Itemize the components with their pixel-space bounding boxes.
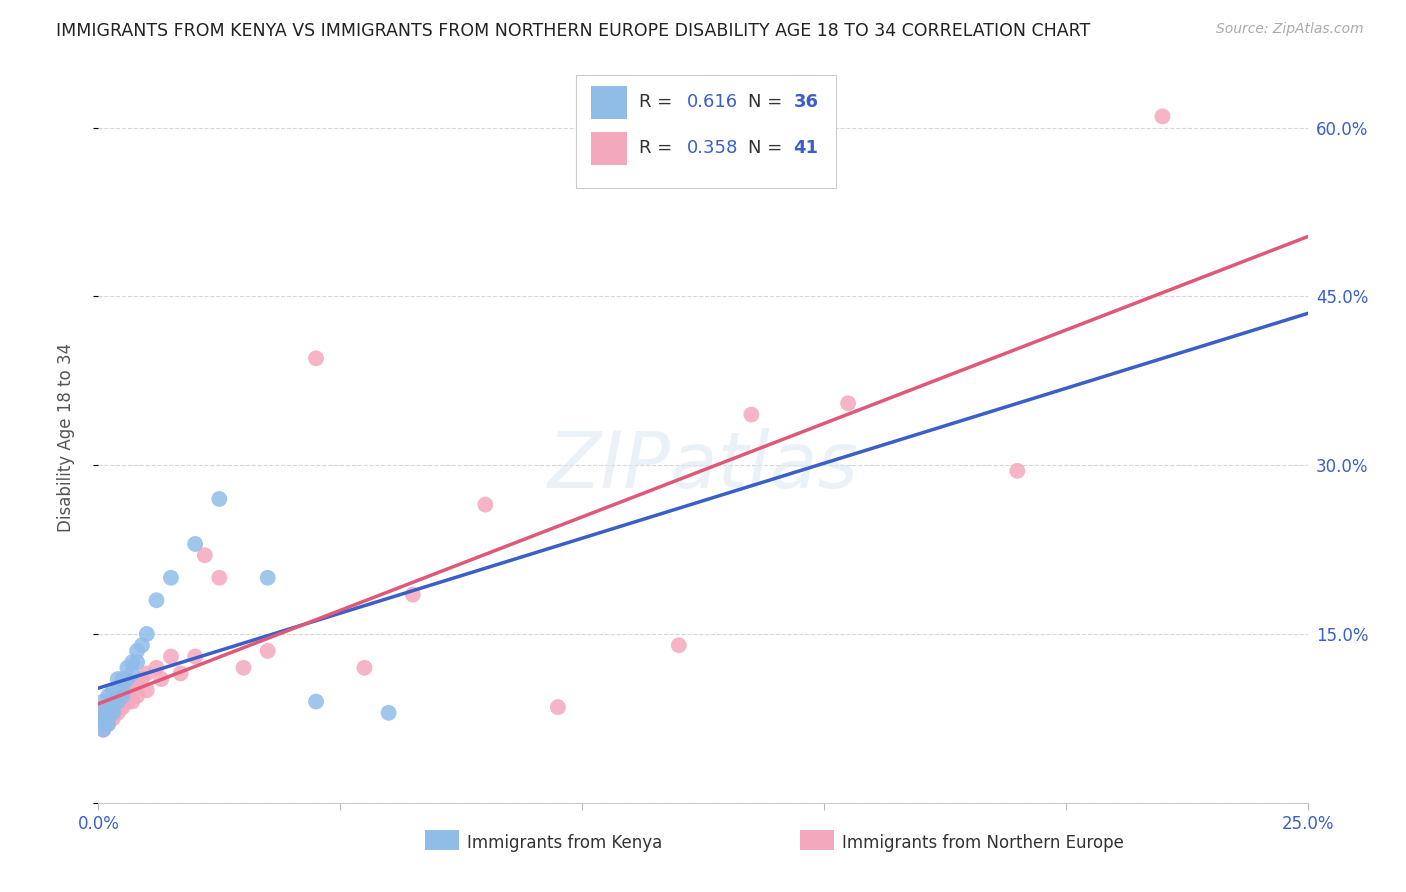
Point — [232, 661, 254, 675]
Point — [91, 717, 114, 731]
Bar — [576, 75, 837, 188]
Point — [135, 683, 157, 698]
Point — [184, 649, 207, 664]
Point — [101, 706, 124, 720]
Point — [91, 694, 114, 708]
Text: IMMIGRANTS FROM KENYA VS IMMIGRANTS FROM NORTHERN EUROPE DISABILITY AGE 18 TO 34: IMMIGRANTS FROM KENYA VS IMMIGRANTS FROM… — [56, 22, 1091, 40]
Point — [121, 694, 143, 708]
Text: 0.358: 0.358 — [688, 139, 738, 157]
Text: R =: R = — [638, 93, 678, 112]
Bar — [591, 132, 627, 165]
Point — [1152, 109, 1174, 123]
Point — [160, 649, 183, 664]
Point — [97, 700, 120, 714]
Point — [194, 548, 217, 562]
Point — [547, 700, 569, 714]
Point — [402, 588, 425, 602]
Point — [121, 683, 143, 698]
Point — [1007, 464, 1029, 478]
Point — [91, 711, 114, 725]
Point — [107, 694, 129, 708]
Bar — [425, 830, 458, 850]
Point — [740, 408, 762, 422]
Bar — [591, 86, 627, 119]
Point — [121, 655, 143, 669]
Point — [135, 627, 157, 641]
Point — [131, 638, 153, 652]
Point — [145, 661, 167, 675]
Point — [668, 638, 690, 652]
Text: 36: 36 — [794, 93, 818, 112]
Point — [117, 661, 139, 675]
Point — [256, 571, 278, 585]
Point — [91, 706, 114, 720]
Point — [101, 700, 124, 714]
Point — [97, 689, 120, 703]
Point — [353, 661, 375, 675]
Point — [160, 571, 183, 585]
Point — [208, 571, 231, 585]
Point — [305, 351, 328, 366]
Point — [127, 689, 149, 703]
Point — [97, 711, 120, 725]
Text: R =: R = — [638, 139, 678, 157]
Y-axis label: Disability Age 18 to 34: Disability Age 18 to 34 — [56, 343, 75, 532]
Point — [101, 683, 124, 698]
Point — [169, 666, 191, 681]
Point — [150, 672, 173, 686]
Point — [107, 683, 129, 698]
Point — [101, 706, 124, 720]
Point — [111, 672, 134, 686]
Point — [837, 396, 859, 410]
Text: 0.616: 0.616 — [688, 93, 738, 112]
Text: Immigrants from Kenya: Immigrants from Kenya — [467, 834, 662, 852]
Point — [107, 706, 129, 720]
Point — [305, 694, 328, 708]
Point — [101, 694, 124, 708]
Point — [97, 711, 120, 725]
Point — [377, 706, 399, 720]
Point — [91, 711, 114, 725]
Point — [117, 683, 139, 698]
Point — [97, 717, 120, 731]
Point — [474, 498, 496, 512]
Point — [111, 689, 134, 703]
Point — [91, 723, 114, 737]
Point — [117, 672, 139, 686]
Point — [101, 711, 124, 725]
Point — [127, 678, 149, 692]
Point — [111, 689, 134, 703]
Point — [111, 683, 134, 698]
Point — [131, 672, 153, 686]
Point — [97, 717, 120, 731]
Point — [135, 666, 157, 681]
Text: ZIPatlas: ZIPatlas — [547, 428, 859, 504]
Point — [145, 593, 167, 607]
Point — [101, 694, 124, 708]
Point — [184, 537, 207, 551]
Bar — [800, 830, 834, 850]
Point — [127, 644, 149, 658]
Text: Source: ZipAtlas.com: Source: ZipAtlas.com — [1216, 22, 1364, 37]
Point — [127, 655, 149, 669]
Point — [107, 689, 129, 703]
Text: N =: N = — [748, 93, 787, 112]
Text: Immigrants from Northern Europe: Immigrants from Northern Europe — [842, 834, 1123, 852]
Point — [107, 672, 129, 686]
Point — [97, 706, 120, 720]
Point — [91, 706, 114, 720]
Point — [111, 700, 134, 714]
Text: 41: 41 — [794, 139, 818, 157]
Point — [256, 644, 278, 658]
Point — [121, 666, 143, 681]
Point — [107, 694, 129, 708]
Text: N =: N = — [748, 139, 787, 157]
Point — [91, 723, 114, 737]
Point — [97, 700, 120, 714]
Point — [117, 694, 139, 708]
Point — [208, 491, 231, 506]
